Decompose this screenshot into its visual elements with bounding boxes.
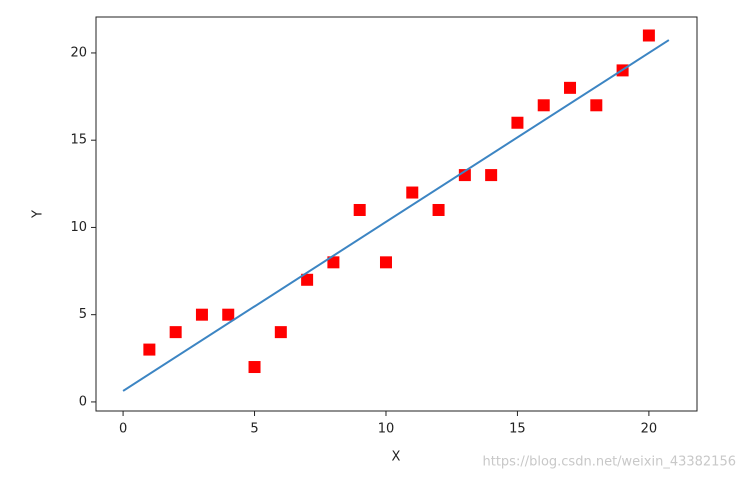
y-tick-label: 15 <box>70 133 87 148</box>
data-point <box>406 186 419 199</box>
data-point <box>169 326 182 339</box>
y-axis-label: Y <box>31 210 46 219</box>
data-point <box>590 99 603 112</box>
x-tick-label: 5 <box>250 422 258 437</box>
data-point <box>248 361 261 374</box>
data-point <box>222 308 235 321</box>
y-tick-label: 0 <box>79 394 87 409</box>
data-point <box>143 343 156 356</box>
y-tick-label: 20 <box>70 45 87 60</box>
x-tick-label: 15 <box>509 422 526 437</box>
data-point <box>353 203 366 216</box>
plot-frame <box>95 16 698 412</box>
x-axis-label: X <box>392 450 401 465</box>
data-point <box>301 273 314 286</box>
data-point <box>195 308 208 321</box>
y-tick-label: 5 <box>79 307 87 322</box>
x-tick-label: 20 <box>641 422 658 437</box>
data-point <box>432 203 445 216</box>
data-point <box>642 29 655 42</box>
data-point <box>485 169 498 182</box>
data-point <box>274 326 287 339</box>
x-tick-label: 0 <box>119 422 127 437</box>
watermark: https://blog.csdn.net/weixin_43382156 <box>482 455 736 470</box>
data-point <box>511 116 524 129</box>
data-point <box>564 81 577 94</box>
fit-line <box>122 39 670 392</box>
y-tick-label: 10 <box>70 220 87 235</box>
data-point <box>327 256 340 269</box>
data-point <box>379 256 392 269</box>
x-tick-label: 10 <box>378 422 395 437</box>
data-point <box>537 99 550 112</box>
